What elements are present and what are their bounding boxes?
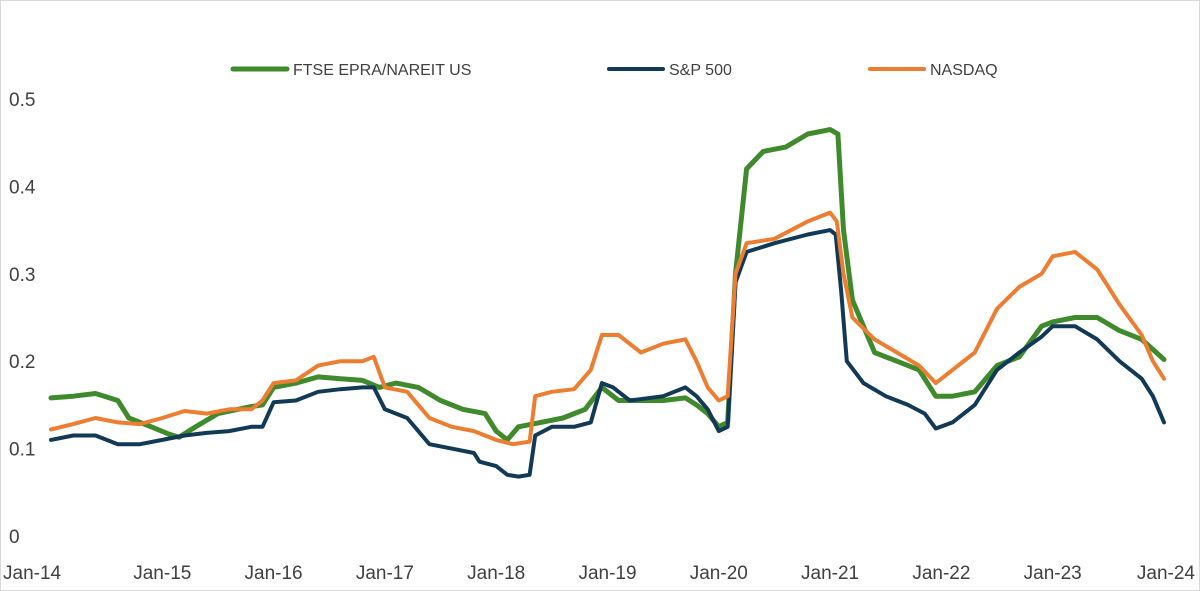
x-tick-label: Jan-22 — [912, 563, 970, 584]
x-tick-label: Jan-21 — [801, 563, 859, 584]
legend-label: FTSE EPRA/NAREIT US — [293, 62, 471, 79]
x-tick-label: Jan-17 — [356, 563, 414, 584]
y-tick-label: 0.5 — [9, 90, 35, 111]
x-tick-label: Jan-19 — [578, 563, 636, 584]
x-tick-label: Jan-23 — [1024, 563, 1082, 584]
x-tick-label: Jan-14 — [3, 563, 62, 584]
y-tick-label: 0.2 — [9, 352, 35, 373]
y-tick-label: 0.3 — [9, 265, 35, 286]
legend-label: S&P 500 — [669, 62, 732, 79]
series-line — [49, 228, 1166, 479]
x-tick-label: Jan-18 — [467, 563, 525, 584]
series-line — [48, 127, 1167, 443]
y-tick-label: 0.1 — [9, 440, 35, 461]
x-tick-label: Jan-15 — [133, 563, 191, 584]
x-tick-label: Jan-20 — [690, 563, 748, 584]
y-tick-label: 0.4 — [9, 177, 36, 198]
legend-label: NASDAQ — [930, 62, 998, 79]
series-line — [49, 210, 1166, 447]
x-tick-label: Jan-24 — [1137, 563, 1196, 584]
y-tick-label: 0 — [9, 527, 20, 548]
x-tick-label: Jan-16 — [245, 563, 303, 584]
